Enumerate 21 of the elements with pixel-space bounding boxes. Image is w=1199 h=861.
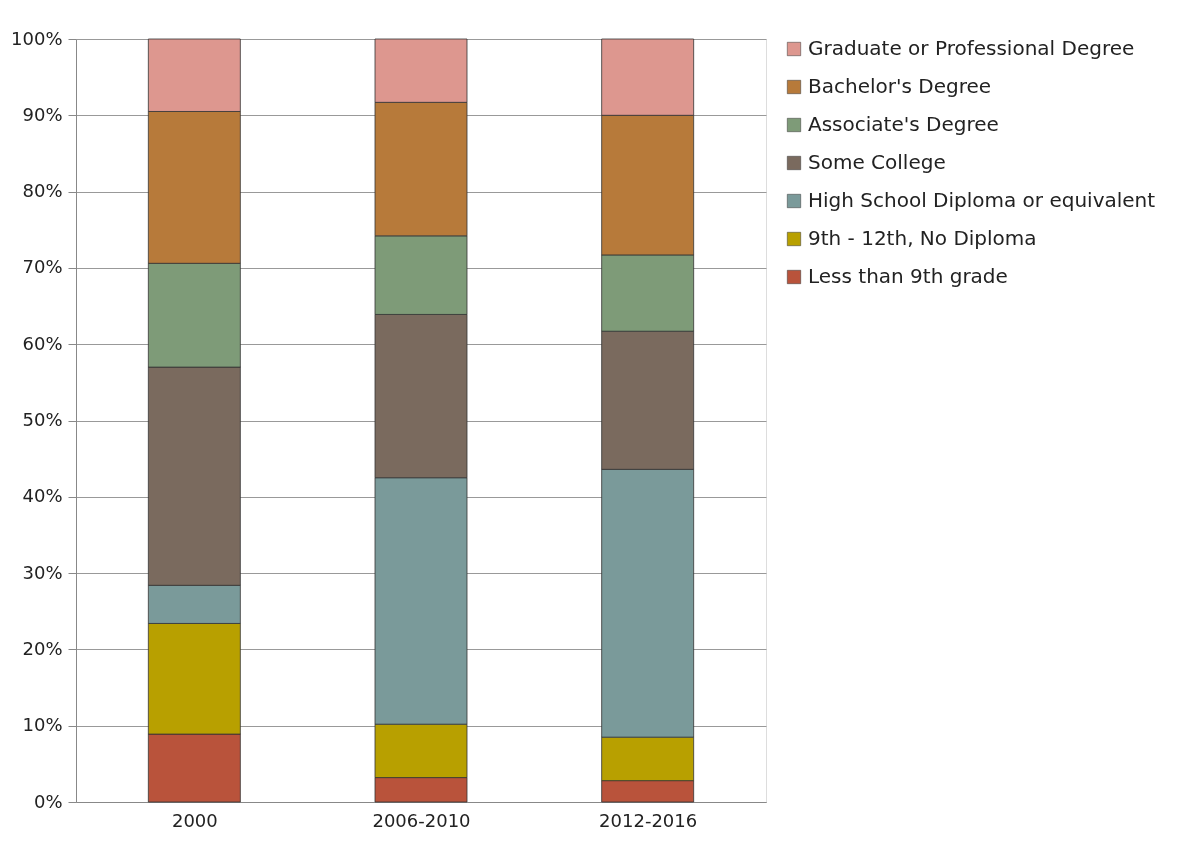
x-tick-label: 2006-2010 <box>372 809 471 831</box>
y-tick-label: 20% <box>22 637 63 659</box>
y-tick-label: 40% <box>22 485 63 507</box>
x-tick-label: 2000 <box>171 809 218 831</box>
x-tick-label: 2012-2016 <box>599 809 698 831</box>
y-tick-label: 70% <box>22 256 63 278</box>
y-tick-label: 30% <box>22 561 63 583</box>
y-tick-label: 10% <box>22 714 63 736</box>
legend-label: Bachelor's Degree <box>808 74 992 98</box>
legend-label: 9th - 12th, No Diploma <box>808 226 1037 250</box>
legend-label: Associate's Degree <box>808 112 999 136</box>
legend-label: High School Diploma or equivalent <box>808 188 1156 212</box>
y-tick-label: 0% <box>33 790 63 812</box>
y-tick-label: 80% <box>22 180 63 202</box>
legend-label: Less than 9th grade <box>808 264 1008 288</box>
y-tick-label: 50% <box>22 409 63 430</box>
legend-label: Some College <box>808 150 946 174</box>
y-tick-label: 90% <box>22 103 63 125</box>
y-tick-label: 100% <box>11 27 63 49</box>
legend-label: Graduate or Professional Degree <box>808 36 1135 60</box>
y-tick-label: 60% <box>22 332 63 354</box>
